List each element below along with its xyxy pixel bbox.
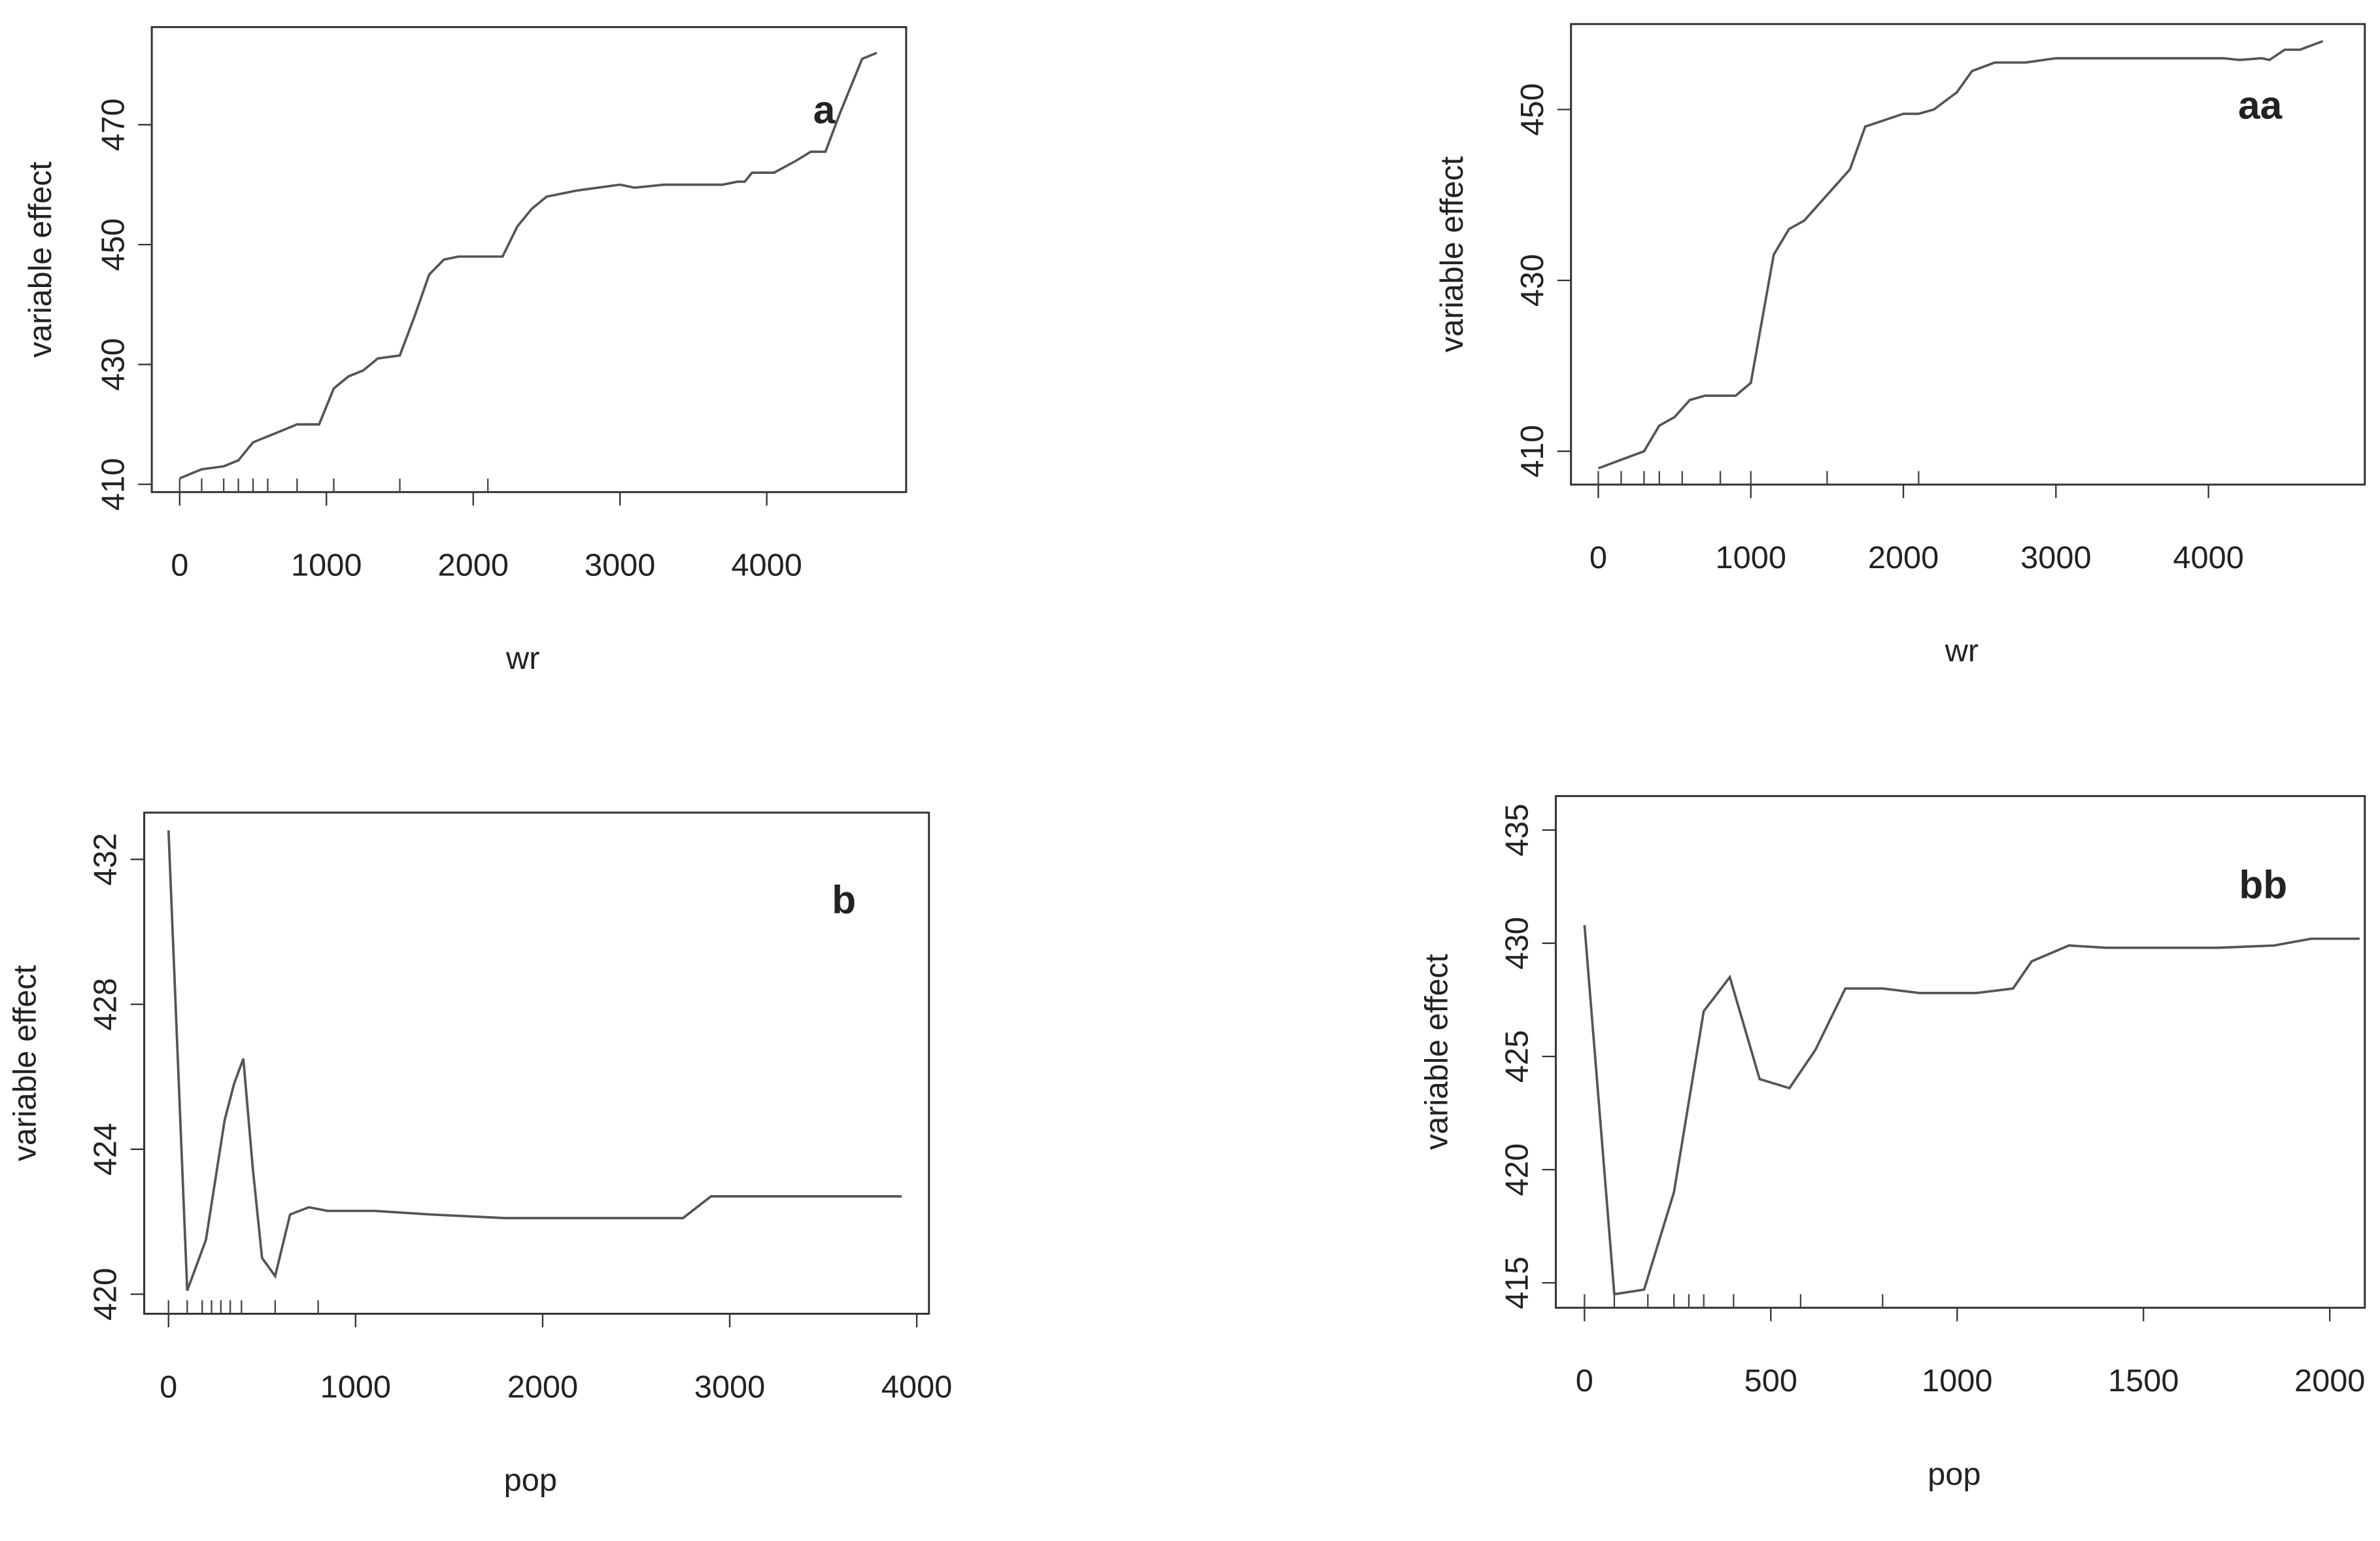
y-tick-label: 428 (88, 978, 124, 1031)
panel-label: b (832, 878, 856, 922)
y-tick-label: 420 (1499, 1143, 1535, 1196)
y-tick-label: 424 (88, 1123, 124, 1176)
y-tick-label: 430 (1515, 254, 1550, 307)
x-tick-label: 1000 (320, 1369, 391, 1404)
x-tick-label: 3000 (585, 548, 655, 583)
y-tick-label: 435 (1499, 804, 1535, 856)
y-axis-label: variable effect (1435, 156, 1470, 352)
y-tick-label: 430 (1499, 917, 1535, 970)
x-tick-label: 1000 (1922, 1363, 1992, 1398)
y-tick-label: 432 (88, 833, 124, 886)
plot-box (1554, 795, 2366, 1309)
x-axis-label: wr (505, 641, 539, 676)
y-axis-label: variable effect (1419, 953, 1454, 1149)
effect-line (1583, 924, 2360, 1296)
y-tick-label: 425 (1499, 1030, 1535, 1083)
y-tick-label: 410 (1515, 425, 1550, 478)
x-tick-label: 4000 (731, 548, 802, 583)
y-axis-label: variable effect (7, 965, 42, 1161)
x-tick-label: 0 (171, 548, 188, 583)
plot-box (1570, 23, 2366, 486)
x-tick-label: 1000 (291, 548, 362, 583)
x-tick-label: 1500 (2108, 1363, 2179, 1398)
y-tick-label: 410 (95, 458, 131, 511)
x-tick-label: 0 (1576, 1363, 1593, 1398)
y-axis-label: variable effect (23, 161, 58, 358)
x-axis-label: pop (504, 1463, 557, 1498)
x-tick-label: 3000 (2020, 540, 2091, 575)
effect-line (1597, 40, 2324, 470)
x-tick-label: 4000 (2173, 540, 2243, 575)
y-tick-label: 420 (88, 1268, 124, 1321)
x-tick-label: 2000 (2294, 1363, 2365, 1398)
x-tick-label: 2000 (507, 1369, 578, 1404)
plot-box (150, 25, 908, 494)
x-tick-label: 3000 (694, 1369, 765, 1404)
x-axis-label: wr (1945, 634, 1979, 669)
panel-label: a (813, 88, 836, 132)
panel-label: aa (2238, 84, 2283, 127)
x-tick-label: 2000 (1868, 540, 1939, 575)
x-axis-label: pop (1928, 1457, 1980, 1492)
y-tick-label: 430 (95, 338, 131, 391)
x-tick-label: 500 (1744, 1363, 1797, 1398)
y-tick-label: 415 (1499, 1257, 1535, 1310)
x-tick-label: 1000 (1716, 540, 1786, 575)
x-tick-label: 4000 (881, 1369, 952, 1404)
y-tick-label: 450 (1515, 83, 1550, 136)
panel-label: bb (2239, 863, 2287, 907)
plot-box (143, 811, 930, 1315)
x-tick-label: 0 (1590, 540, 1607, 575)
y-tick-label: 450 (95, 218, 131, 271)
effect-line (179, 52, 877, 480)
x-tick-label: 0 (160, 1369, 177, 1404)
effect-line (167, 830, 902, 1291)
x-tick-label: 2000 (438, 548, 509, 583)
y-tick-label: 470 (95, 99, 131, 152)
